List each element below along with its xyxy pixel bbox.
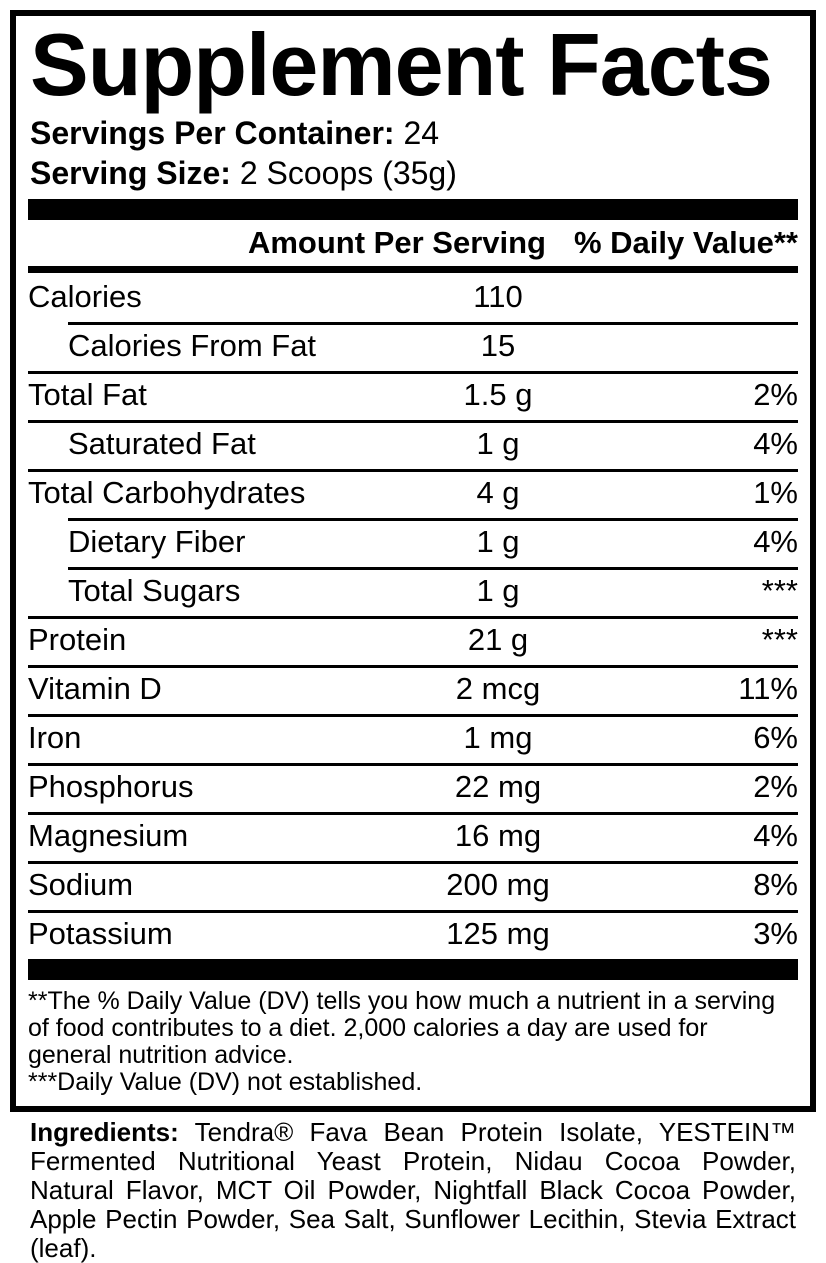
nutrient-daily-value: *** <box>761 573 798 609</box>
serving-size: Serving Size: 2 Scoops (35g) <box>30 153 798 193</box>
nutrient-row: Phosphorus 22 mg 2% <box>28 762 798 812</box>
nutrient-amount: 4 g <box>476 475 520 511</box>
nutrient-amount: 1 g <box>476 573 520 609</box>
nutrient-name: Dietary Fiber <box>68 524 246 560</box>
nutrient-daily-value: 4% <box>753 524 798 560</box>
serving-info: Servings Per Container: 24 Serving Size:… <box>30 113 798 193</box>
nutrient-amount: 21 g <box>467 622 529 658</box>
nutrient-row: Dietary Fiber 1 g 4% <box>28 517 798 567</box>
nutrient-daily-value: 11% <box>738 671 798 707</box>
nutrient-row: Sodium 200 mg 8% <box>28 860 798 910</box>
nutrient-name: Potassium <box>28 916 173 952</box>
nutrient-row: Saturated Fat 1 g 4% <box>28 419 798 469</box>
nutrient-name: Calories From Fat <box>68 328 317 364</box>
nutrient-daily-value: 8% <box>753 867 798 903</box>
ingredients-label: Ingredients: <box>30 1117 179 1147</box>
ingredients-paragraph: Ingredients: Tendra® Fava Bean Protein I… <box>30 1118 796 1263</box>
nutrient-amount: 1 g <box>476 524 520 560</box>
nutrient-name: Total Sugars <box>68 573 241 609</box>
nutrient-row: Total Fat 1.5 g 2% <box>28 370 798 420</box>
nutrient-row: Iron 1 mg 6% <box>28 713 798 763</box>
nutrient-amount: 1.5 g <box>463 377 533 413</box>
amount-per-serving-header: Amount Per Serving <box>247 224 546 260</box>
daily-value-footnote: **The % Daily Value (DV) tells you how m… <box>28 986 776 1069</box>
nutrient-amount: 22 mg <box>454 769 542 805</box>
nutrient-daily-value: 2% <box>753 769 798 805</box>
nutrient-daily-value: 1% <box>753 475 798 511</box>
nutrient-name: Vitamin D <box>28 671 162 707</box>
servings-per-container-value: 24 <box>403 114 440 151</box>
nutrient-name: Phosphorus <box>28 769 194 805</box>
nutrient-daily-value: 2% <box>753 377 798 413</box>
nutrient-amount: 1 g <box>476 426 520 462</box>
nutrient-name: Calories <box>28 279 142 315</box>
nutrient-amount: 200 mg <box>446 867 550 903</box>
nutrient-amount: 110 <box>473 279 523 315</box>
nutrient-row: Total Sugars 1 g *** <box>28 566 798 616</box>
serving-size-label: Serving Size: <box>30 154 231 191</box>
nutrient-name: Iron <box>28 720 82 756</box>
nutrient-row: Magnesium 16 mg 4% <box>28 811 798 861</box>
servings-per-container-label: Servings Per Container: <box>30 114 395 151</box>
supplement-facts-panel: Supplement Facts Servings Per Container:… <box>10 10 816 1112</box>
nutrient-row: Calories 110 <box>28 273 798 322</box>
nutrient-amount: 2 mcg <box>455 671 541 707</box>
footnotes: **The % Daily Value (DV) tells you how m… <box>28 980 798 1100</box>
nutrient-amount: 16 mg <box>454 818 542 854</box>
nutrient-name: Sodium <box>28 867 134 903</box>
nutrient-daily-value: 4% <box>753 426 798 462</box>
nutrient-amount: 1 mg <box>463 720 533 756</box>
daily-value-header: % Daily Value** <box>573 224 798 260</box>
nutrient-daily-value: *** <box>761 622 798 658</box>
nutrient-name: Total Fat <box>28 377 147 413</box>
panel-title: Supplement Facts <box>30 15 773 114</box>
nutrient-row: Total Carbohydrates 4 g 1% <box>28 468 798 518</box>
nutrients-table: Calories 110 Calories From Fat 15 Total … <box>28 273 798 959</box>
nutrient-name: Total Carbohydrates <box>28 475 306 511</box>
nutrient-daily-value: 4% <box>753 818 798 854</box>
nutrients-table-header: Amount Per Serving % Daily Value** <box>28 220 798 266</box>
nutrient-name: Saturated Fat <box>68 426 256 462</box>
nutrient-name: Magnesium <box>28 818 189 854</box>
servings-per-container: Servings Per Container: 24 <box>30 113 798 153</box>
nutrient-row: Potassium 125 mg 3% <box>28 909 798 959</box>
nutrient-amount: 15 <box>480 328 516 364</box>
section-divider-bar-top <box>28 198 798 220</box>
serving-size-value: 2 Scoops (35g) <box>239 154 457 191</box>
nutrient-row: Vitamin D 2 mcg 11% <box>28 664 798 714</box>
table-header-rule <box>28 265 798 273</box>
nutrient-row: Calories From Fat 15 <box>28 321 798 371</box>
nutrient-daily-value: 3% <box>753 916 798 952</box>
nutrient-daily-value: 6% <box>753 720 798 756</box>
nutrient-amount: 125 mg <box>446 916 550 952</box>
section-divider-bar-bottom <box>28 958 798 980</box>
dv-not-established-footnote: ***Daily Value (DV) not established. <box>28 1067 423 1096</box>
nutrient-row: Protein 21 g *** <box>28 615 798 665</box>
nutrient-name: Protein <box>28 622 127 658</box>
